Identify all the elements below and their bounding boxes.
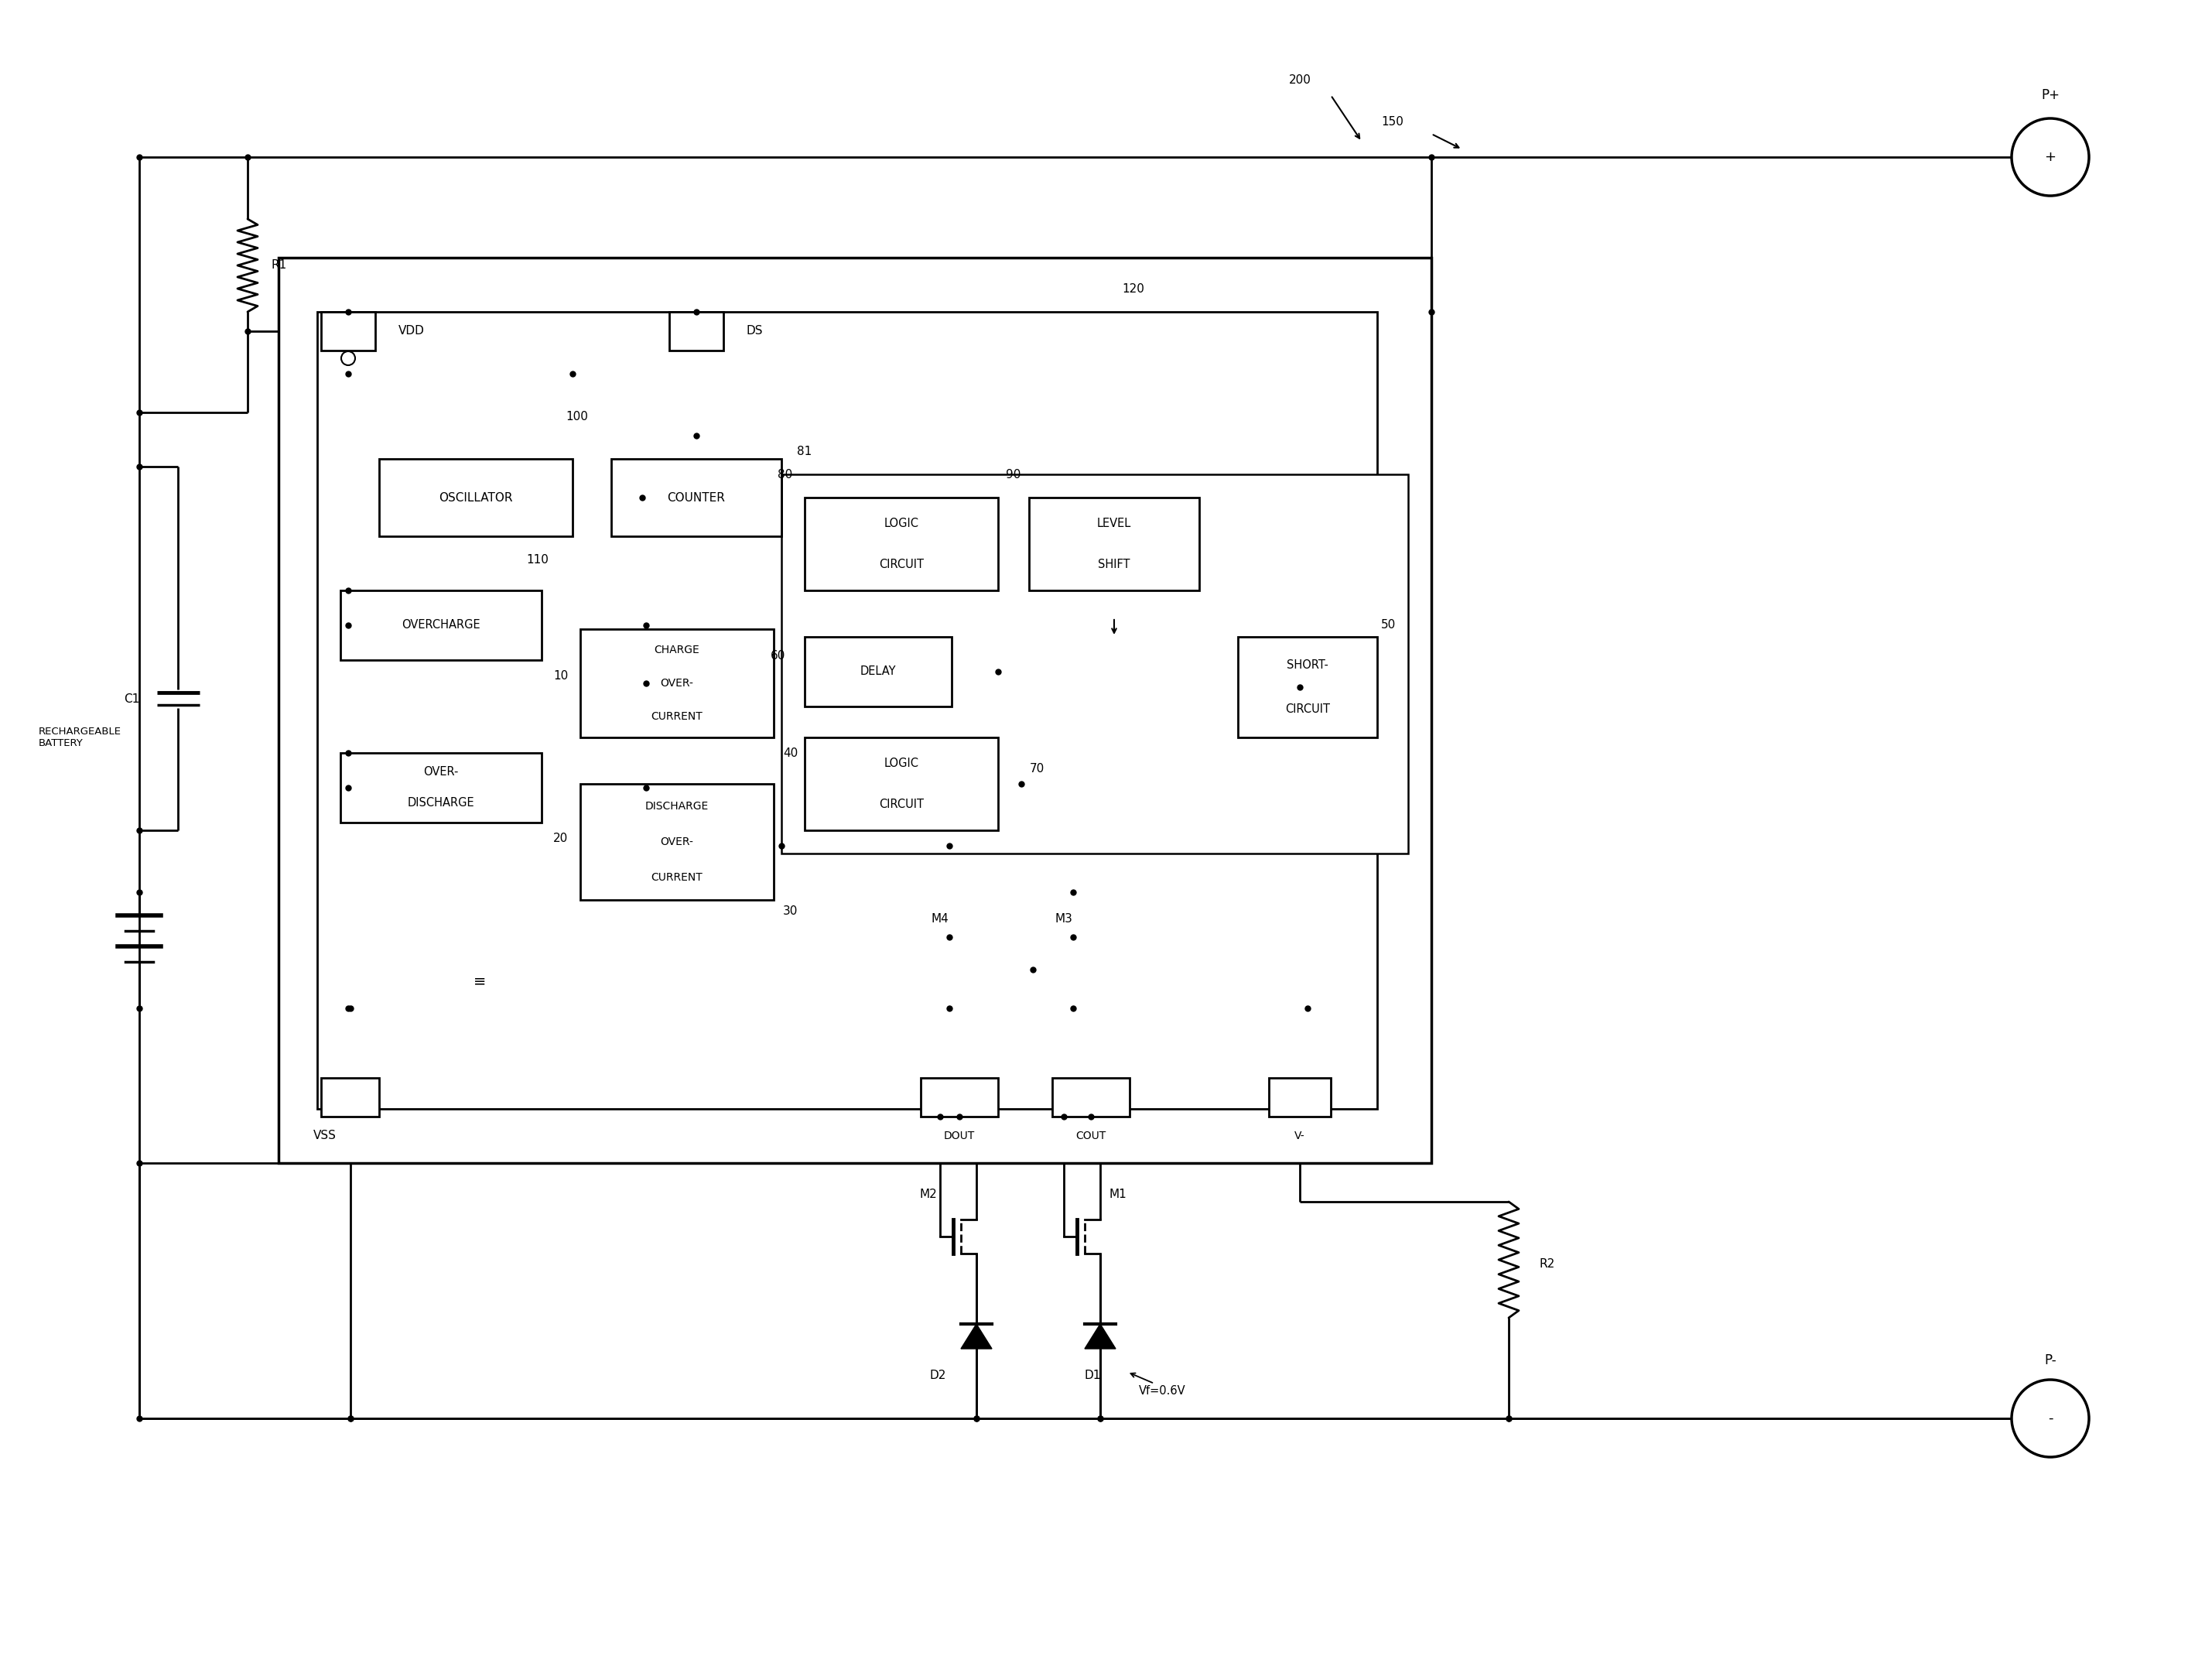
Text: 80: 80 xyxy=(779,468,792,480)
Text: Vf=0.6V: Vf=0.6V xyxy=(1139,1386,1186,1398)
Text: D1: D1 xyxy=(1084,1369,1102,1381)
Text: 70: 70 xyxy=(1029,763,1044,775)
Text: CURRENT: CURRENT xyxy=(650,711,703,721)
Text: OVERCHARGE: OVERCHARGE xyxy=(403,620,480,631)
Text: 200: 200 xyxy=(1290,73,1312,85)
Text: R2: R2 xyxy=(1540,1258,1555,1269)
Bar xyxy=(805,636,951,706)
Text: M3: M3 xyxy=(1055,913,1073,925)
Text: COUNTER: COUNTER xyxy=(668,491,726,503)
Text: OVER-: OVER- xyxy=(661,678,695,688)
Text: DISCHARGE: DISCHARGE xyxy=(407,798,476,810)
Text: VSS: VSS xyxy=(314,1130,336,1141)
Text: VDD: VDD xyxy=(398,325,425,337)
Text: +: + xyxy=(2044,150,2057,163)
Text: M1: M1 xyxy=(1108,1188,1126,1200)
Text: SHIFT: SHIFT xyxy=(1097,558,1130,570)
Text: LOGIC: LOGIC xyxy=(885,518,918,530)
Text: OVER-: OVER- xyxy=(422,766,458,778)
Text: M4: M4 xyxy=(931,913,949,925)
Text: 40: 40 xyxy=(783,746,799,758)
Text: OVER-: OVER- xyxy=(661,836,695,848)
Text: 50: 50 xyxy=(1380,620,1396,631)
Text: OSCILLATOR: OSCILLATOR xyxy=(438,491,513,503)
Text: CIRCUIT: CIRCUIT xyxy=(1285,703,1329,715)
Bar xyxy=(670,312,723,350)
Text: DS: DS xyxy=(748,325,763,337)
Text: CIRCUIT: CIRCUIT xyxy=(878,798,925,810)
Bar xyxy=(781,475,1409,853)
Text: ≡: ≡ xyxy=(473,975,487,988)
Bar xyxy=(1270,1078,1332,1116)
Text: D2: D2 xyxy=(929,1369,947,1381)
Bar xyxy=(279,258,1431,1163)
Text: 20: 20 xyxy=(553,833,568,845)
Text: 110: 110 xyxy=(526,553,549,565)
Text: C1: C1 xyxy=(124,693,139,705)
Bar xyxy=(1029,498,1199,590)
Text: V-: V- xyxy=(1294,1131,1305,1141)
Text: DISCHARGE: DISCHARGE xyxy=(646,801,708,811)
Bar xyxy=(321,312,376,350)
Bar xyxy=(321,1078,378,1116)
Text: 10: 10 xyxy=(553,670,568,681)
Bar xyxy=(341,590,542,660)
Text: CURRENT: CURRENT xyxy=(650,873,703,883)
Bar xyxy=(1239,636,1378,738)
Bar xyxy=(805,738,998,830)
Text: SHORT-: SHORT- xyxy=(1287,660,1329,671)
Bar xyxy=(920,1078,998,1116)
Text: COUT: COUT xyxy=(1075,1131,1106,1141)
Bar xyxy=(341,753,542,823)
Text: R1: R1 xyxy=(270,260,288,272)
Bar xyxy=(580,785,774,900)
Text: DOUT: DOUT xyxy=(945,1131,975,1141)
Bar xyxy=(580,630,774,738)
Text: 90: 90 xyxy=(1006,468,1022,480)
Text: P+: P+ xyxy=(2042,88,2059,102)
Text: CIRCUIT: CIRCUIT xyxy=(878,558,925,570)
Text: LEVEL: LEVEL xyxy=(1097,518,1130,530)
Text: -: - xyxy=(2048,1411,2053,1426)
Bar xyxy=(378,458,573,536)
Text: 60: 60 xyxy=(770,650,785,661)
Text: RECHARGEABLE
BATTERY: RECHARGEABLE BATTERY xyxy=(38,726,122,748)
Text: P-: P- xyxy=(2044,1353,2057,1368)
Text: 150: 150 xyxy=(1382,117,1405,128)
Text: CHARGE: CHARGE xyxy=(655,645,699,655)
Text: 120: 120 xyxy=(1121,283,1144,295)
Text: LOGIC: LOGIC xyxy=(885,758,918,770)
Bar xyxy=(1053,1078,1130,1116)
Text: M2: M2 xyxy=(920,1188,938,1200)
Polygon shape xyxy=(1084,1324,1115,1349)
Text: 30: 30 xyxy=(783,906,799,918)
Text: DELAY: DELAY xyxy=(860,666,896,678)
Polygon shape xyxy=(960,1324,991,1349)
Bar xyxy=(316,312,1378,1110)
Text: 81: 81 xyxy=(796,445,812,456)
Bar xyxy=(611,458,781,536)
Bar xyxy=(805,498,998,590)
Text: 100: 100 xyxy=(566,410,588,421)
